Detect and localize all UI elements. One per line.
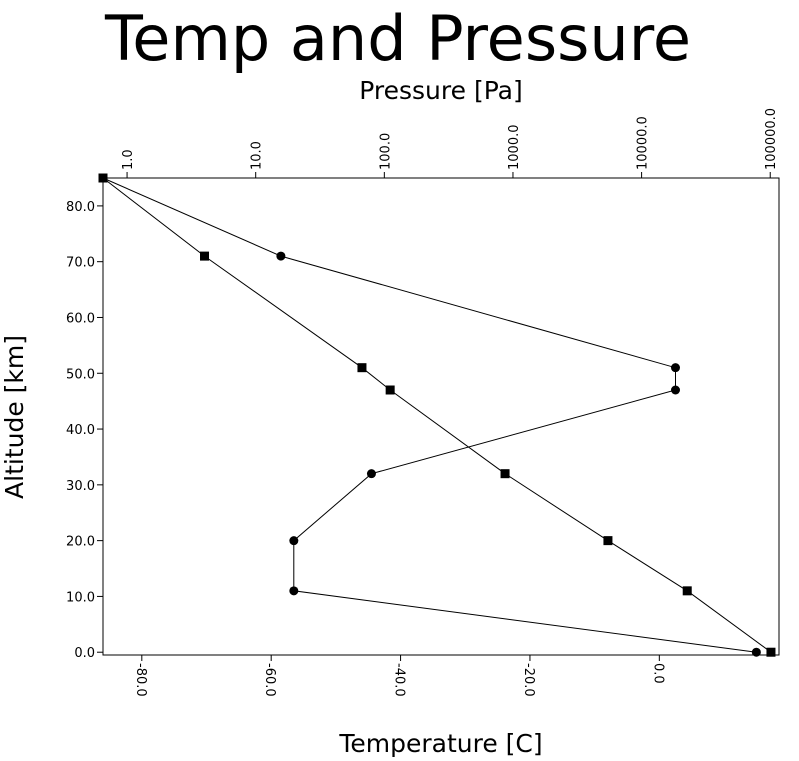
top-tick-label: 10000.0 bbox=[636, 116, 651, 170]
top-tick-label: 100000.0 bbox=[764, 108, 779, 170]
series-1-point bbox=[289, 536, 299, 546]
series-line-1 bbox=[102, 177, 757, 653]
y-tick-label: 50.0 bbox=[66, 367, 95, 382]
series-1-point bbox=[751, 647, 761, 657]
y-tick-label: 70.0 bbox=[66, 256, 95, 271]
top-axis-label: Pressure [Pa] bbox=[359, 76, 522, 105]
series-2-point bbox=[98, 173, 108, 183]
series-2-point bbox=[766, 647, 776, 657]
chart-title: Temp and Pressure bbox=[104, 2, 691, 75]
series-2-point bbox=[682, 586, 692, 596]
top-axis-ticks: 1.0 10.0 100.0 1000.0 10000.0 100000.0 bbox=[121, 108, 779, 178]
series-2-point bbox=[200, 251, 210, 261]
series-1-point bbox=[289, 586, 299, 596]
top-tick-label: 1000.0 bbox=[507, 125, 522, 171]
y-axis-label: Altitude [km] bbox=[0, 335, 29, 499]
series-2-point bbox=[385, 385, 395, 395]
series-1-point bbox=[670, 385, 680, 395]
series-2-point bbox=[500, 469, 510, 479]
y-axis-ticks: 0.0 10.0 20.0 30.0 40.0 50.0 60.0 70.0 80.0 bbox=[66, 200, 103, 661]
y-tick-label: 80.0 bbox=[66, 200, 95, 215]
bottom-tick-label: -40.0 bbox=[392, 663, 407, 697]
y-tick-label: 30.0 bbox=[66, 479, 95, 494]
series-1-point bbox=[276, 251, 286, 261]
bottom-tick-label: 0.0 bbox=[650, 663, 665, 684]
bottom-tick-label: -20.0 bbox=[521, 663, 536, 697]
series-1-point bbox=[670, 363, 680, 373]
y-tick-label: 0.0 bbox=[74, 646, 95, 661]
y-tick-label: 40.0 bbox=[66, 423, 95, 438]
y-tick-label: 20.0 bbox=[66, 535, 95, 550]
y-tick-label: 60.0 bbox=[66, 311, 95, 326]
series-line-2 bbox=[102, 177, 772, 653]
top-tick-label: 10.0 bbox=[250, 141, 265, 170]
bottom-axis-label: Temperature [C] bbox=[338, 729, 542, 758]
top-tick-label: 100.0 bbox=[378, 133, 393, 170]
series-group bbox=[98, 173, 776, 657]
bottom-axis-ticks: -80.0 -60.0 -40.0 -20.0 0.0 bbox=[133, 655, 665, 697]
plot-frame bbox=[102, 177, 780, 656]
y-tick-label: 10.0 bbox=[66, 590, 95, 605]
top-tick-label: 1.0 bbox=[121, 149, 136, 170]
bottom-tick-label: -60.0 bbox=[262, 663, 277, 697]
series-1-point bbox=[366, 469, 376, 479]
series-2-point bbox=[603, 536, 613, 546]
bottom-tick-label: -80.0 bbox=[133, 663, 148, 697]
series-2-point bbox=[357, 363, 367, 373]
